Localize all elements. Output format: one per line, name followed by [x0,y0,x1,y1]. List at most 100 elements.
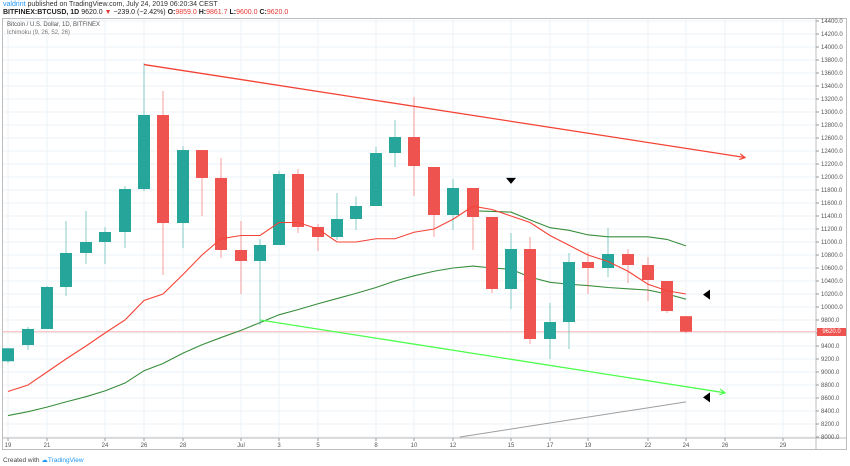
candle-body [408,137,420,167]
price-change: −239.0 (−2.42%) [113,9,166,16]
candle-body [524,249,536,339]
candle-body [157,114,169,224]
candle-body [582,262,594,268]
candle-body [428,166,440,216]
publish-info: valdrint published on TradingView.com, J… [3,1,218,8]
time-axis-label: 3 [277,443,281,449]
time-axis-label: 10 [411,443,418,449]
candle-body [312,226,324,237]
symbol: BITFINEX:BTCUSD, 1D [3,9,80,16]
candle-body [467,187,479,217]
price-axis-label: 9400.0 [821,344,840,350]
time-axis-label: 24 [683,443,690,449]
time-axis-label: 26 [722,443,729,449]
price-axis-label: 13200.0 [821,97,843,103]
time-axis-label: 24 [102,443,109,449]
base-line-forward [472,210,687,247]
candle-body [292,174,304,227]
chart-frame[interactable] [2,18,847,450]
candle-body [2,348,14,362]
time-axis-label: 21 [44,443,51,449]
last-price: 9620.0 [81,9,103,16]
price-axis-label: 11800.0 [821,188,843,194]
price-axis-label: 9800.0 [821,318,840,324]
time-axis-label: 15 [508,443,515,449]
price-axis-label: 10000.0 [821,305,843,311]
time-axis-label: 22 [645,443,652,449]
price-axis-label: 10200.0 [821,292,843,298]
price-axis-label: 13400.0 [821,84,843,90]
candle-body [60,252,72,287]
price-axis-label: 11400.0 [821,214,843,220]
price-axis-label: 14200.0 [821,32,843,38]
high-value: 9861.7 [206,9,228,16]
candle-body [196,150,208,178]
arrowhead-icon [719,388,727,396]
candle-body [99,231,111,242]
arrowhead-icon [739,153,747,161]
low-value: 9600.0 [236,9,258,16]
candle-body [544,322,556,339]
time-axis-label: Jul [237,443,245,449]
time-axis-label: 26 [141,443,148,449]
time-axis-label: 28 [180,443,187,449]
candle-body [642,265,654,281]
price-axis-label: 11600.0 [821,201,843,207]
candle-body [41,286,53,329]
candle-body [80,242,92,253]
candle-body [22,328,34,346]
candle-body [119,189,131,232]
price-axis-label: 14000.0 [821,45,843,51]
price-axis-label: 12800.0 [821,123,843,129]
time-axis-label: 19 [585,443,592,449]
candle-body [138,114,150,190]
price-axis-label: 9000.0 [821,370,840,376]
candle-body [350,205,362,219]
publisher-link[interactable]: valdrint [3,1,26,8]
triangle-down-marker-icon [506,177,516,184]
open-label: O: [167,9,176,16]
candle-body [622,254,634,266]
candle-body [331,218,343,237]
candle-body [235,249,247,261]
price-axis-label: 10400.0 [821,279,843,285]
candle-body [215,177,227,250]
high-label: H: [198,9,207,16]
trend-line-support [259,319,726,394]
price-axis-label: 10800.0 [821,253,843,259]
base-line [7,265,687,417]
series-legend[interactable]: Bitcoin / U.S. Dollar, 1D, BITFINEX [7,22,101,28]
candle-body [486,216,498,289]
triangle-left-marker-icon [703,289,710,300]
tradingview-logo-icon[interactable]: ☁ [41,457,48,464]
price-axis-label: 13000.0 [821,110,843,116]
last-price-tag: 9620.0 [817,327,846,336]
time-axis-label: 12 [450,443,457,449]
candle-body [563,262,575,323]
down-arrow-icon: ▼ [104,9,112,16]
tradingview-link[interactable]: TradingView [47,457,84,464]
candle-body [661,281,673,312]
price-axis-label: 8600.0 [821,396,840,402]
price-axis-label: 10600.0 [821,266,843,272]
time-axis-label: 8 [374,443,378,449]
price-axis-label: 8000.0 [821,435,840,441]
candle-body [447,187,459,216]
low-label: L: [229,9,237,16]
price-axis-label: 8200.0 [821,422,840,428]
candle-body [389,137,401,154]
trend-line-resistance [143,63,746,159]
published-text: published on TradingView.com, July 24, 2… [27,1,218,8]
triangle-left-marker-icon [703,392,710,403]
price-axis-label: 8400.0 [821,409,840,415]
candle-body [273,174,285,245]
footer: Created with ☁TradingView [3,456,84,464]
created-with-text: Created with [3,457,40,464]
symbol-info: BITFINEX:BTCUSD, 1D 9620.0 ▼ −239.0 (−2.… [3,9,288,16]
close-value: 9620.0 [266,9,289,16]
price-axis-label: 12400.0 [821,149,843,155]
indicator-legend[interactable]: Ichimoku (9, 26, 52, 26) [7,30,71,36]
candle-body [370,153,382,206]
price-axis-label: 12000.0 [821,175,843,181]
